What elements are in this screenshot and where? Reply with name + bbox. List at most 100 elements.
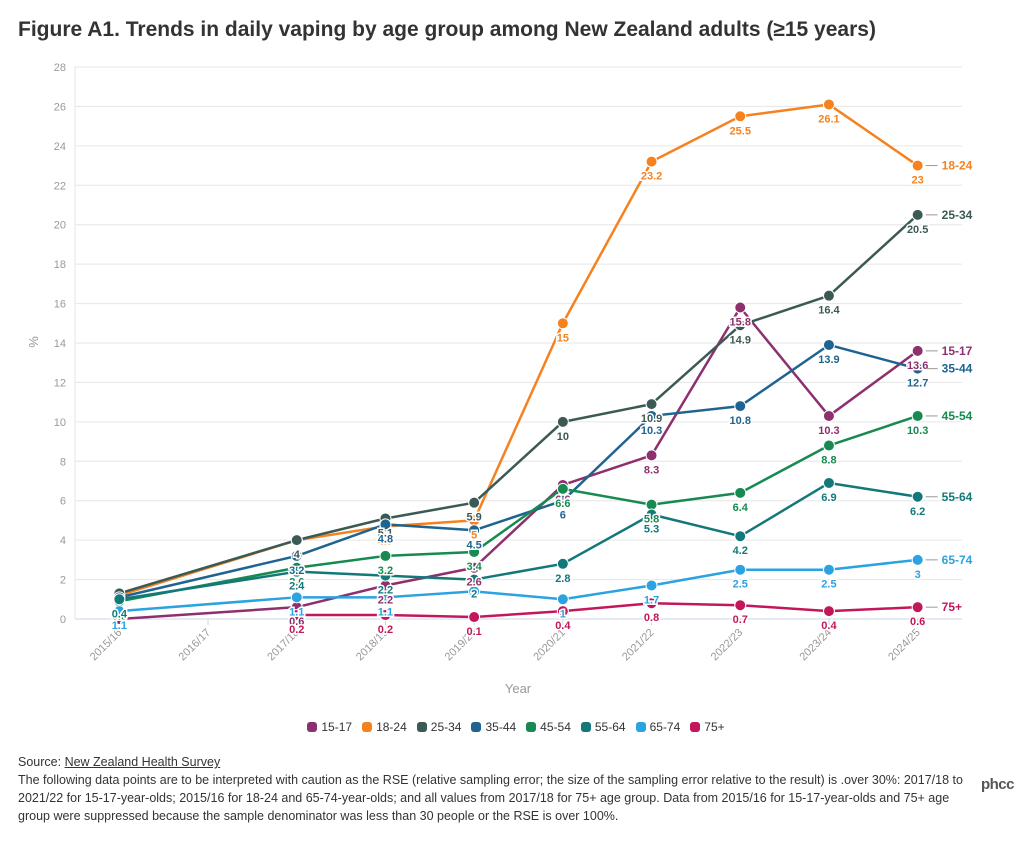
legend-item[interactable]: 45-54	[526, 720, 571, 734]
legend-item[interactable]: 25-34	[416, 720, 462, 734]
y-axis-label: %	[26, 336, 41, 348]
data-point	[468, 524, 481, 537]
data-point	[822, 409, 835, 422]
data-label: 10.3	[907, 425, 928, 437]
series-end-label: 35-44	[942, 362, 973, 376]
data-label: 5.8	[644, 514, 659, 526]
legend-swatch	[471, 722, 482, 732]
data-label: 23.2	[641, 171, 662, 183]
data-point	[911, 208, 924, 221]
data-labels: 0.62.22.66.68.315.810.313.64.7 51523.225.…	[110, 112, 930, 640]
data-label: 10.8	[730, 415, 751, 427]
series-line-65-74	[119, 558, 918, 613]
data-label: 2.2	[378, 585, 393, 597]
data-label: 0.9	[112, 610, 127, 622]
legend-item[interactable]: 55-64	[580, 720, 626, 734]
data-label: 0.4	[821, 620, 837, 632]
series-end-labels: 15-17 18-24 25-34 35-44 45-54 55-64 65-74 75+	[925, 159, 973, 614]
data-point	[911, 159, 924, 172]
data-label: 3.4	[467, 561, 483, 573]
data-label: 4.5	[467, 539, 482, 551]
series-end-label: 15-17	[942, 344, 973, 358]
data-label: 13.6	[907, 360, 928, 372]
data-point	[379, 609, 392, 622]
x-tick-label: 2022/23	[709, 627, 746, 664]
data-point	[911, 409, 924, 422]
legend-item[interactable]: 15-17	[307, 720, 352, 734]
data-point	[556, 415, 569, 428]
data-point	[734, 319, 747, 332]
data-point	[734, 110, 747, 123]
data-label: 2.6	[467, 577, 482, 589]
x-tick-label: 2016/17	[177, 627, 214, 664]
data-point	[734, 400, 747, 413]
data-point	[911, 553, 924, 566]
data-point	[379, 569, 392, 582]
data-label: 6	[560, 510, 566, 522]
data-point	[556, 605, 569, 618]
data-label: 5.3	[644, 524, 659, 536]
data-point	[556, 494, 569, 507]
data-point	[290, 549, 303, 562]
data-point	[290, 609, 303, 622]
legend-swatch	[362, 722, 373, 732]
series-end-label: 25-34	[942, 208, 973, 222]
y-tick-label: 12	[54, 377, 66, 389]
series-points	[113, 98, 924, 625]
legend-item[interactable]: 65-74	[635, 720, 680, 734]
y-tick-label: 4	[60, 535, 66, 547]
series-end-label: 55-64	[942, 490, 973, 504]
legend-swatch	[416, 722, 427, 732]
data-point	[734, 301, 747, 314]
data-label: 15	[557, 332, 569, 344]
legend-swatch	[307, 722, 318, 732]
data-point	[468, 611, 481, 624]
y-tick-label: 2	[60, 575, 66, 587]
y-tick-label: 26	[54, 101, 66, 113]
data-point	[911, 490, 924, 503]
data-point	[645, 155, 658, 168]
data-point	[113, 593, 126, 606]
y-tick-label: 24	[54, 141, 66, 153]
legend-label: 45-54	[540, 720, 571, 734]
phcc-logo: phcc	[980, 776, 1015, 793]
data-label: 4.2	[733, 545, 748, 557]
data-point	[822, 439, 835, 452]
series-line-75+	[296, 601, 918, 619]
data-label: 6.6	[555, 494, 570, 506]
source-prefix: Source:	[18, 755, 65, 769]
legend: 15-17 18-24 25-34 35-44 45-54 55-64 65-74 75+	[0, 720, 1032, 735]
y-tick-label: 16	[54, 299, 66, 311]
data-label: 0.6	[289, 616, 304, 628]
data-label: 0.4	[112, 608, 128, 620]
legend-label: 55-64	[594, 720, 626, 734]
y-tick-label: 8	[60, 456, 66, 468]
source-line: Source: New Zealand Health Survey	[18, 753, 978, 771]
data-label: 3.2	[378, 565, 393, 577]
data-point	[734, 599, 747, 612]
data-point	[734, 486, 747, 499]
legend-label: 35-44	[485, 720, 517, 734]
data-point	[645, 398, 658, 411]
data-point	[468, 496, 481, 509]
source-link[interactable]: New Zealand Health Survey	[64, 755, 221, 769]
legend-label: 25-34	[430, 720, 462, 734]
data-label: 0.1	[467, 626, 482, 638]
legend-item[interactable]: 35-44	[471, 720, 516, 734]
y-tick-label: 6	[60, 496, 66, 508]
legend-label: 15-17	[321, 720, 353, 734]
legend-item[interactable]: 18-24	[362, 720, 407, 734]
x-tick-label: 2020/21	[531, 627, 568, 664]
data-label: 16.4	[818, 305, 840, 317]
legend-item[interactable]: 75+	[690, 720, 725, 734]
data-point	[645, 409, 658, 422]
data-label: 2.8	[555, 573, 570, 585]
y-tick-label: 22	[54, 180, 66, 192]
data-label: 8.8	[821, 455, 836, 467]
data-point	[290, 565, 303, 578]
legend-swatch	[526, 722, 537, 732]
x-tick-label: 2024/25	[886, 627, 923, 664]
data-label: 12.7	[907, 378, 928, 390]
series-end-label: 18-24	[942, 159, 973, 173]
